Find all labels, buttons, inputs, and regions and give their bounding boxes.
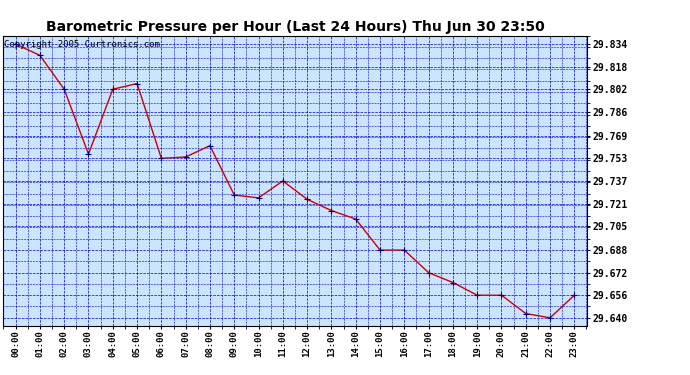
Text: Copyright 2005 Curtronics.com: Copyright 2005 Curtronics.com — [4, 40, 160, 49]
Title: Barometric Pressure per Hour (Last 24 Hours) Thu Jun 30 23:50: Barometric Pressure per Hour (Last 24 Ho… — [46, 21, 544, 34]
